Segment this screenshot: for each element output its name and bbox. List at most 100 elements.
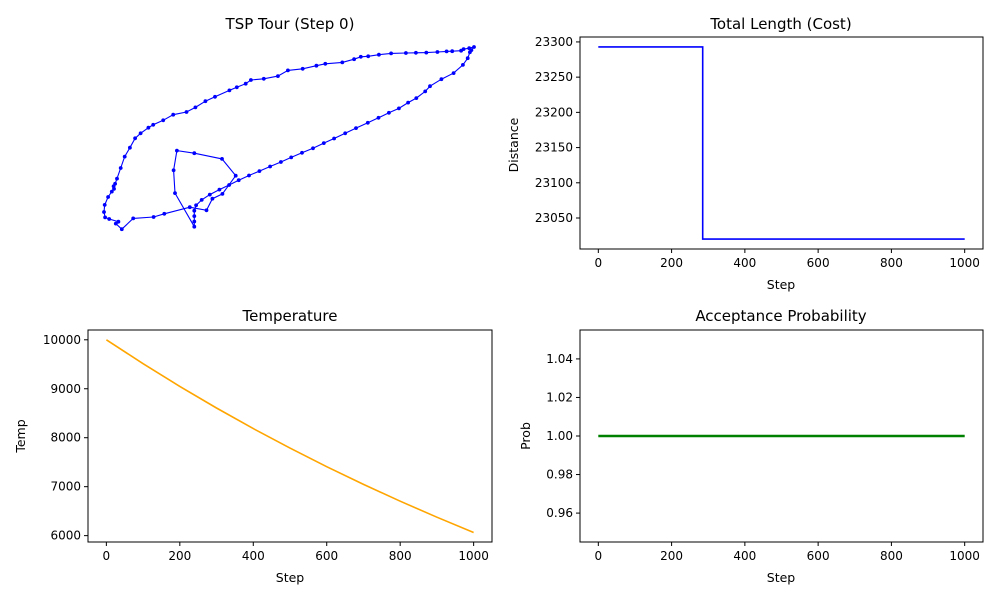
cost-axes-frame	[579, 36, 984, 250]
city-point-14	[119, 227, 124, 232]
cost-xtick-label: 1000	[949, 256, 980, 270]
city-point-38	[203, 99, 208, 104]
city-point-91	[236, 178, 241, 183]
acceptance-ytick-label: 1.04	[546, 352, 573, 366]
city-point-97	[192, 208, 197, 213]
city-point-86	[289, 155, 294, 160]
city-point-60	[444, 49, 449, 54]
city-point-69	[461, 63, 465, 67]
temperature-ytick-label: 9000	[50, 382, 81, 396]
city-point-50	[340, 60, 345, 65]
acceptance-xtick-label: 400	[733, 549, 756, 563]
acceptance-xtick-label: 1000	[949, 549, 980, 563]
tour-layer	[102, 45, 476, 232]
city-point-67	[468, 50, 472, 55]
city-point-6	[233, 173, 238, 178]
city-point-89	[257, 169, 262, 174]
city-point-15	[113, 221, 118, 226]
acceptance-panel: Acceptance Probability Step Prob 0 200 400…	[518, 307, 984, 585]
tsp-tour-title: TSP Tour (Step 0)	[225, 15, 355, 33]
city-point-36	[184, 110, 189, 114]
acceptance-xtick-label: 200	[660, 549, 683, 563]
city-point-47	[300, 66, 305, 71]
temperature-ytick-label: 8000	[50, 431, 81, 445]
city-point-88	[268, 164, 272, 169]
temperature-xtick-label: 1000	[458, 549, 489, 563]
city-point-85	[300, 150, 304, 155]
city-point-37	[193, 105, 198, 110]
cost-panel: Total Length (Cost) Step Distance 0 200 40…	[506, 15, 984, 292]
city-point-31	[138, 131, 143, 136]
city-point-19	[102, 210, 106, 214]
cost-xtick-label: 600	[807, 256, 830, 270]
temperature-ytick-label: 10000	[43, 333, 81, 347]
temperature-axes-frame	[87, 329, 493, 543]
city-point-35	[171, 112, 176, 117]
temperature-title: Temperature	[241, 307, 337, 325]
acceptance-xtick-label: 800	[880, 549, 903, 563]
cost-xtick-label: 0	[594, 256, 602, 270]
city-point-77	[387, 110, 391, 115]
city-point-58	[424, 50, 429, 55]
city-point-41	[234, 85, 239, 90]
city-point-49	[323, 61, 328, 66]
city-point-4	[192, 151, 197, 156]
temperature-ylabel: Temp	[13, 419, 28, 453]
city-point-53	[366, 54, 371, 59]
city-point-51	[352, 57, 356, 62]
city-point-20	[102, 203, 107, 207]
city-point-42	[243, 81, 248, 86]
city-point-28	[122, 154, 127, 159]
city-point-78	[376, 115, 381, 120]
temperature-xtick-label: 400	[242, 549, 265, 563]
acceptance-xtick-label: 600	[807, 549, 830, 563]
city-point-5	[220, 157, 224, 161]
city-point-90	[247, 173, 251, 178]
cost-ylabel: Distance	[506, 117, 521, 172]
temperature-xtick-label: 200	[168, 549, 191, 563]
city-point-22	[109, 189, 114, 194]
city-point-81	[343, 131, 348, 136]
city-point-12	[151, 215, 156, 219]
city-point-56	[404, 51, 408, 55]
city-point-16	[116, 219, 121, 224]
temperature-panel: Temperature Step Temp 0 200 400 600 800 1000 6…	[13, 307, 493, 585]
city-point-96	[194, 203, 199, 208]
city-point-30	[133, 136, 138, 141]
city-point-92	[227, 183, 232, 187]
cost-ytick-label: 23200	[535, 105, 573, 119]
city-point-95	[199, 198, 204, 202]
acceptance-ytick-label: 1.02	[546, 390, 573, 404]
temperature-series-line	[105, 339, 474, 534]
cost-axes: 0 200 400 600 800 1000 23050 23100 23150 23200 232…	[535, 35, 984, 270]
city-point-48	[314, 63, 319, 68]
cost-xtick-label: 800	[880, 256, 903, 270]
temperature-xtick-label: 600	[315, 549, 338, 563]
city-point-3	[175, 148, 179, 153]
city-point-84	[311, 146, 315, 151]
city-point-99	[192, 219, 197, 224]
city-point-63	[461, 47, 466, 51]
city-point-82	[332, 136, 336, 141]
acceptance-ylabel: Prob	[518, 422, 533, 450]
cost-ytick-label: 23250	[535, 70, 573, 84]
city-point-43	[249, 78, 253, 82]
city-point-70	[451, 71, 456, 75]
cost-ytick-label: 23050	[535, 211, 573, 225]
city-point-76	[397, 106, 401, 111]
city-point-34	[161, 118, 166, 123]
city-point-52	[358, 54, 363, 59]
acceptance-ytick-label: 1.00	[546, 429, 573, 443]
city-point-55	[389, 51, 393, 56]
city-point-73	[423, 89, 428, 94]
acceptance-xtick-label: 0	[594, 549, 602, 563]
city-point-83	[321, 141, 326, 146]
city-point-44	[261, 76, 266, 81]
city-point-18	[103, 215, 107, 220]
city-point-98	[192, 214, 197, 219]
city-point-40	[227, 88, 232, 93]
acceptance-axes: 0 200 400 600 800 1000 0.96 0.98 1.00 1.02 1.04	[546, 329, 984, 563]
acceptance-ytick-label: 0.98	[546, 468, 573, 482]
